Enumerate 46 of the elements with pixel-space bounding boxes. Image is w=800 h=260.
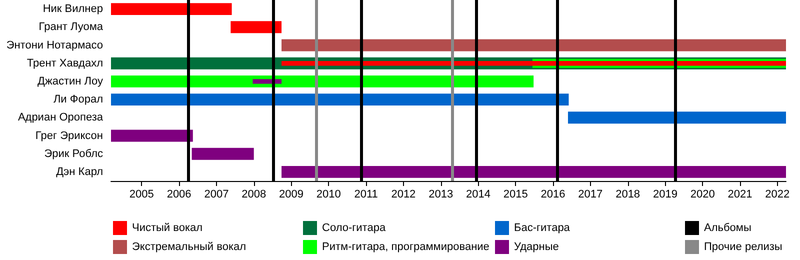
x-tick-label: 2022 (765, 188, 790, 200)
bar (192, 148, 254, 160)
legend-label: Соло-гитара (322, 222, 386, 234)
legend-label: Прочие релизы (704, 241, 782, 253)
y-tick-label: Джастин Лоу (38, 75, 104, 88)
x-tick-label: 2014 (466, 188, 490, 200)
y-tick-label: Трент Хавдахл (26, 57, 103, 70)
bar (282, 166, 786, 178)
bar (111, 75, 534, 88)
x-tick-label: 2006 (166, 188, 192, 200)
y-tick-label: Энтони Нотармасо (6, 39, 103, 52)
x-tick-label: 2007 (204, 188, 229, 200)
x-tick-label: 2020 (690, 188, 715, 200)
legend-label: Ритм-гитара, программирование (322, 241, 490, 253)
x-tick-label: 2013 (428, 188, 454, 200)
y-tick-label: Ник Вилнер (42, 3, 103, 16)
y-tick-label: Грант Луома (38, 21, 104, 34)
bar (568, 112, 786, 124)
y-tick-label: Грег Эриксон (35, 130, 103, 142)
bar (282, 39, 786, 52)
x-tick-label: 2018 (616, 188, 640, 200)
legend-label: Чистый вокал (132, 222, 203, 234)
x-tick-label: 2011 (354, 188, 378, 200)
bar (111, 3, 232, 16)
x-tick-label: 2008 (242, 188, 266, 200)
x-tick-label: 2012 (391, 188, 416, 200)
bar (111, 130, 193, 142)
y-tick-label: Дэн Карл (56, 166, 103, 178)
x-tick-label: 2021 (728, 188, 752, 200)
x-tick-label: 2016 (540, 188, 566, 200)
y-tick-label: Ли Форал (53, 94, 103, 106)
x-tick-label: 2010 (316, 188, 341, 200)
bar (230, 21, 282, 34)
x-tick-label: 2019 (652, 188, 678, 200)
x-tick-label: 2015 (503, 188, 528, 200)
legend-label: Экстремальный вокал (132, 241, 246, 253)
x-tick-label: 2005 (129, 188, 154, 200)
x-tick-label: 2009 (279, 188, 304, 200)
legend-label: Ударные (514, 241, 559, 253)
bar (282, 60, 786, 66)
y-tick-label: Адриан Оропеза (18, 112, 104, 124)
bar (111, 94, 569, 106)
legend-label: Альбомы (704, 222, 752, 234)
legend-label: Бас-гитара (514, 222, 571, 234)
y-tick-label: Эрик Роблс (44, 148, 104, 160)
x-tick-label: 2017 (578, 188, 603, 200)
